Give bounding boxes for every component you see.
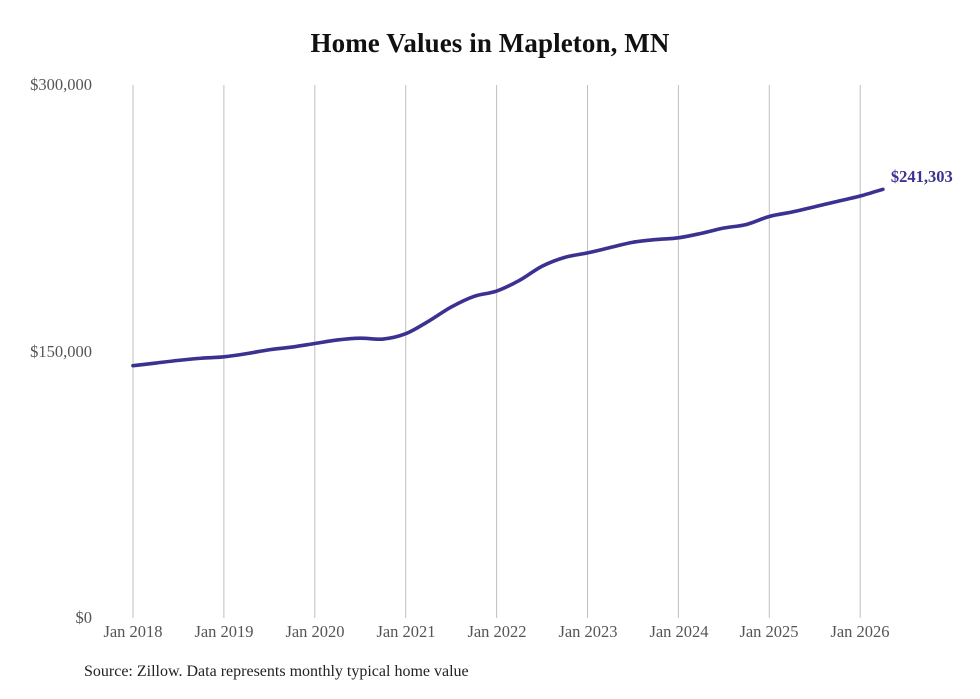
gridlines: [132, 85, 861, 618]
end-value-annotation: $241,303: [890, 167, 953, 187]
source-footnote: Source: Zillow. Data represents monthly …: [84, 663, 469, 680]
x-axis-tick-jan-2026: Jan 2026: [830, 622, 890, 641]
y-axis-tick-300000: $300,000: [30, 75, 92, 94]
x-axis-tick-jan-2024: Jan 2024: [649, 622, 709, 641]
x-axis-tick-jan-2023: Jan 2023: [558, 622, 618, 641]
x-axis-tick-jan-2018: Jan 2018: [103, 622, 163, 641]
x-axis-tick-jan-2020: Jan 2020: [285, 622, 345, 641]
x-axis-tick-jan-2022: Jan 2022: [467, 622, 527, 641]
line-series-typical-home-value: [131, 187, 885, 368]
x-axis-tick-jan-2021: Jan 2021: [376, 622, 436, 641]
x-axis-tick-jan-2019: Jan 2019: [194, 622, 254, 641]
y-axis-tick-0: $0: [75, 608, 93, 627]
y-axis-tick-150000: $150,000: [30, 342, 92, 361]
chart-title: Home Values in Mapleton, MN: [310, 28, 670, 58]
x-axis-tick-jan-2025: Jan 2025: [739, 622, 799, 641]
